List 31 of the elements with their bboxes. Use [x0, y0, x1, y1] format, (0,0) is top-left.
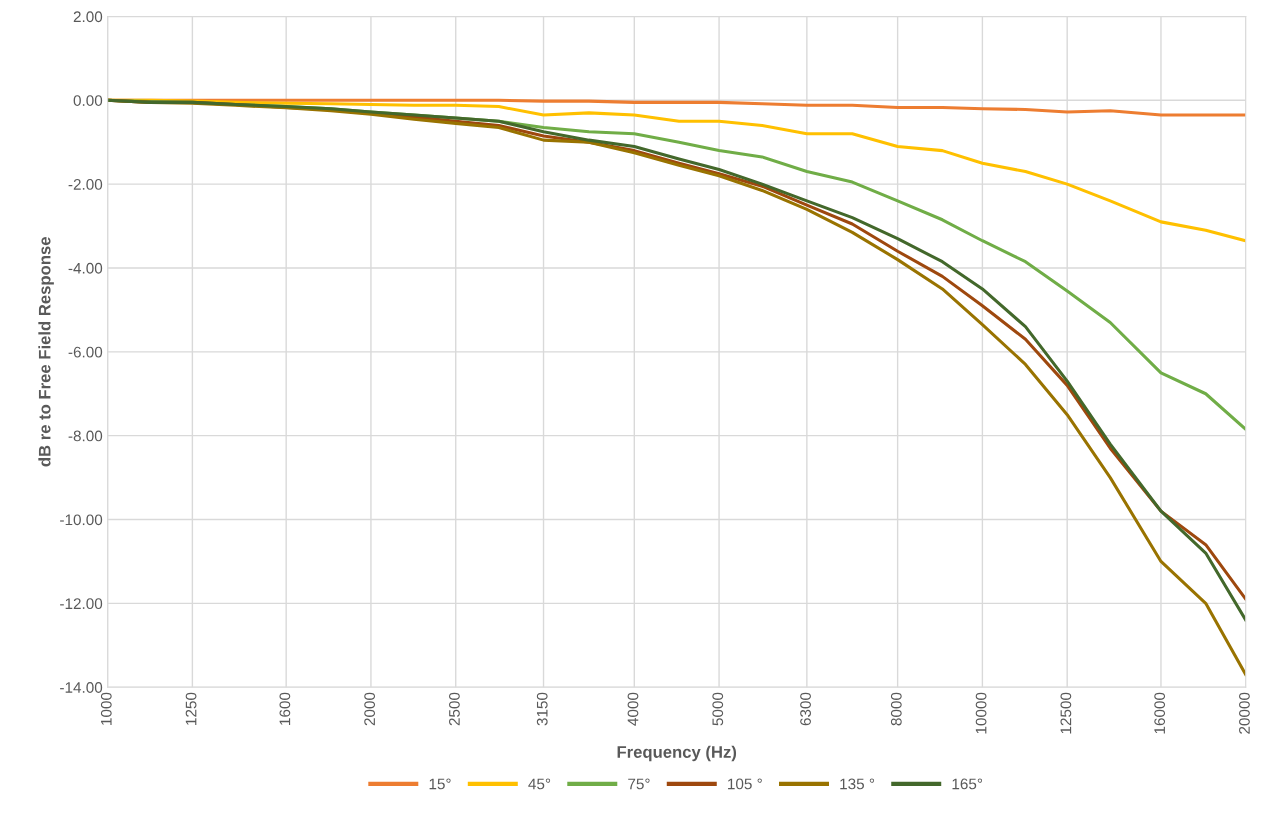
x-tick-label: 8000: [890, 692, 902, 726]
x-axis-title: Frequency (Hz): [617, 745, 737, 762]
x-tick-label: 12500: [1060, 692, 1072, 734]
x-tick-label: 1000: [100, 692, 112, 725]
y-axis-title: dB re to Free Field Response: [38, 237, 54, 467]
y-tick-label: -6.00: [68, 346, 103, 358]
legend-label: 15°: [429, 778, 451, 790]
y-tick-label: -4.00: [68, 262, 103, 274]
x-tick-label: 6300: [800, 692, 811, 726]
x-tick-label: 2500: [449, 692, 460, 726]
x-tick-label: 4000: [627, 692, 639, 726]
x-tick-label: 10000: [975, 692, 987, 734]
x-tick-label: 3150: [536, 692, 548, 726]
legend-label: 135 °: [840, 778, 875, 790]
legend-label: 75°: [628, 778, 650, 790]
legend-label: 45°: [528, 778, 551, 790]
y-tick-label: -12.00: [60, 598, 103, 610]
y-tick-label: 2.00: [73, 11, 103, 23]
y-tick-label: -2.00: [68, 179, 103, 190]
x-tick-label: 1250: [185, 692, 197, 725]
y-tick-label: 0.00: [73, 95, 103, 106]
legend-label: 165°: [952, 778, 983, 790]
y-tick-label: -8.00: [68, 430, 103, 442]
x-tick-label: 16000: [1154, 692, 1166, 734]
x-tick-label: 2000: [364, 692, 376, 726]
x-tick-label: 1600: [279, 692, 291, 725]
x-tick-label: 20000: [1239, 692, 1250, 734]
y-tick-label: -14.00: [60, 682, 103, 693]
y-tick-label: -10.00: [60, 514, 103, 526]
legend-label: 105 °: [728, 778, 762, 790]
x-tick-label: 5000: [712, 692, 724, 726]
